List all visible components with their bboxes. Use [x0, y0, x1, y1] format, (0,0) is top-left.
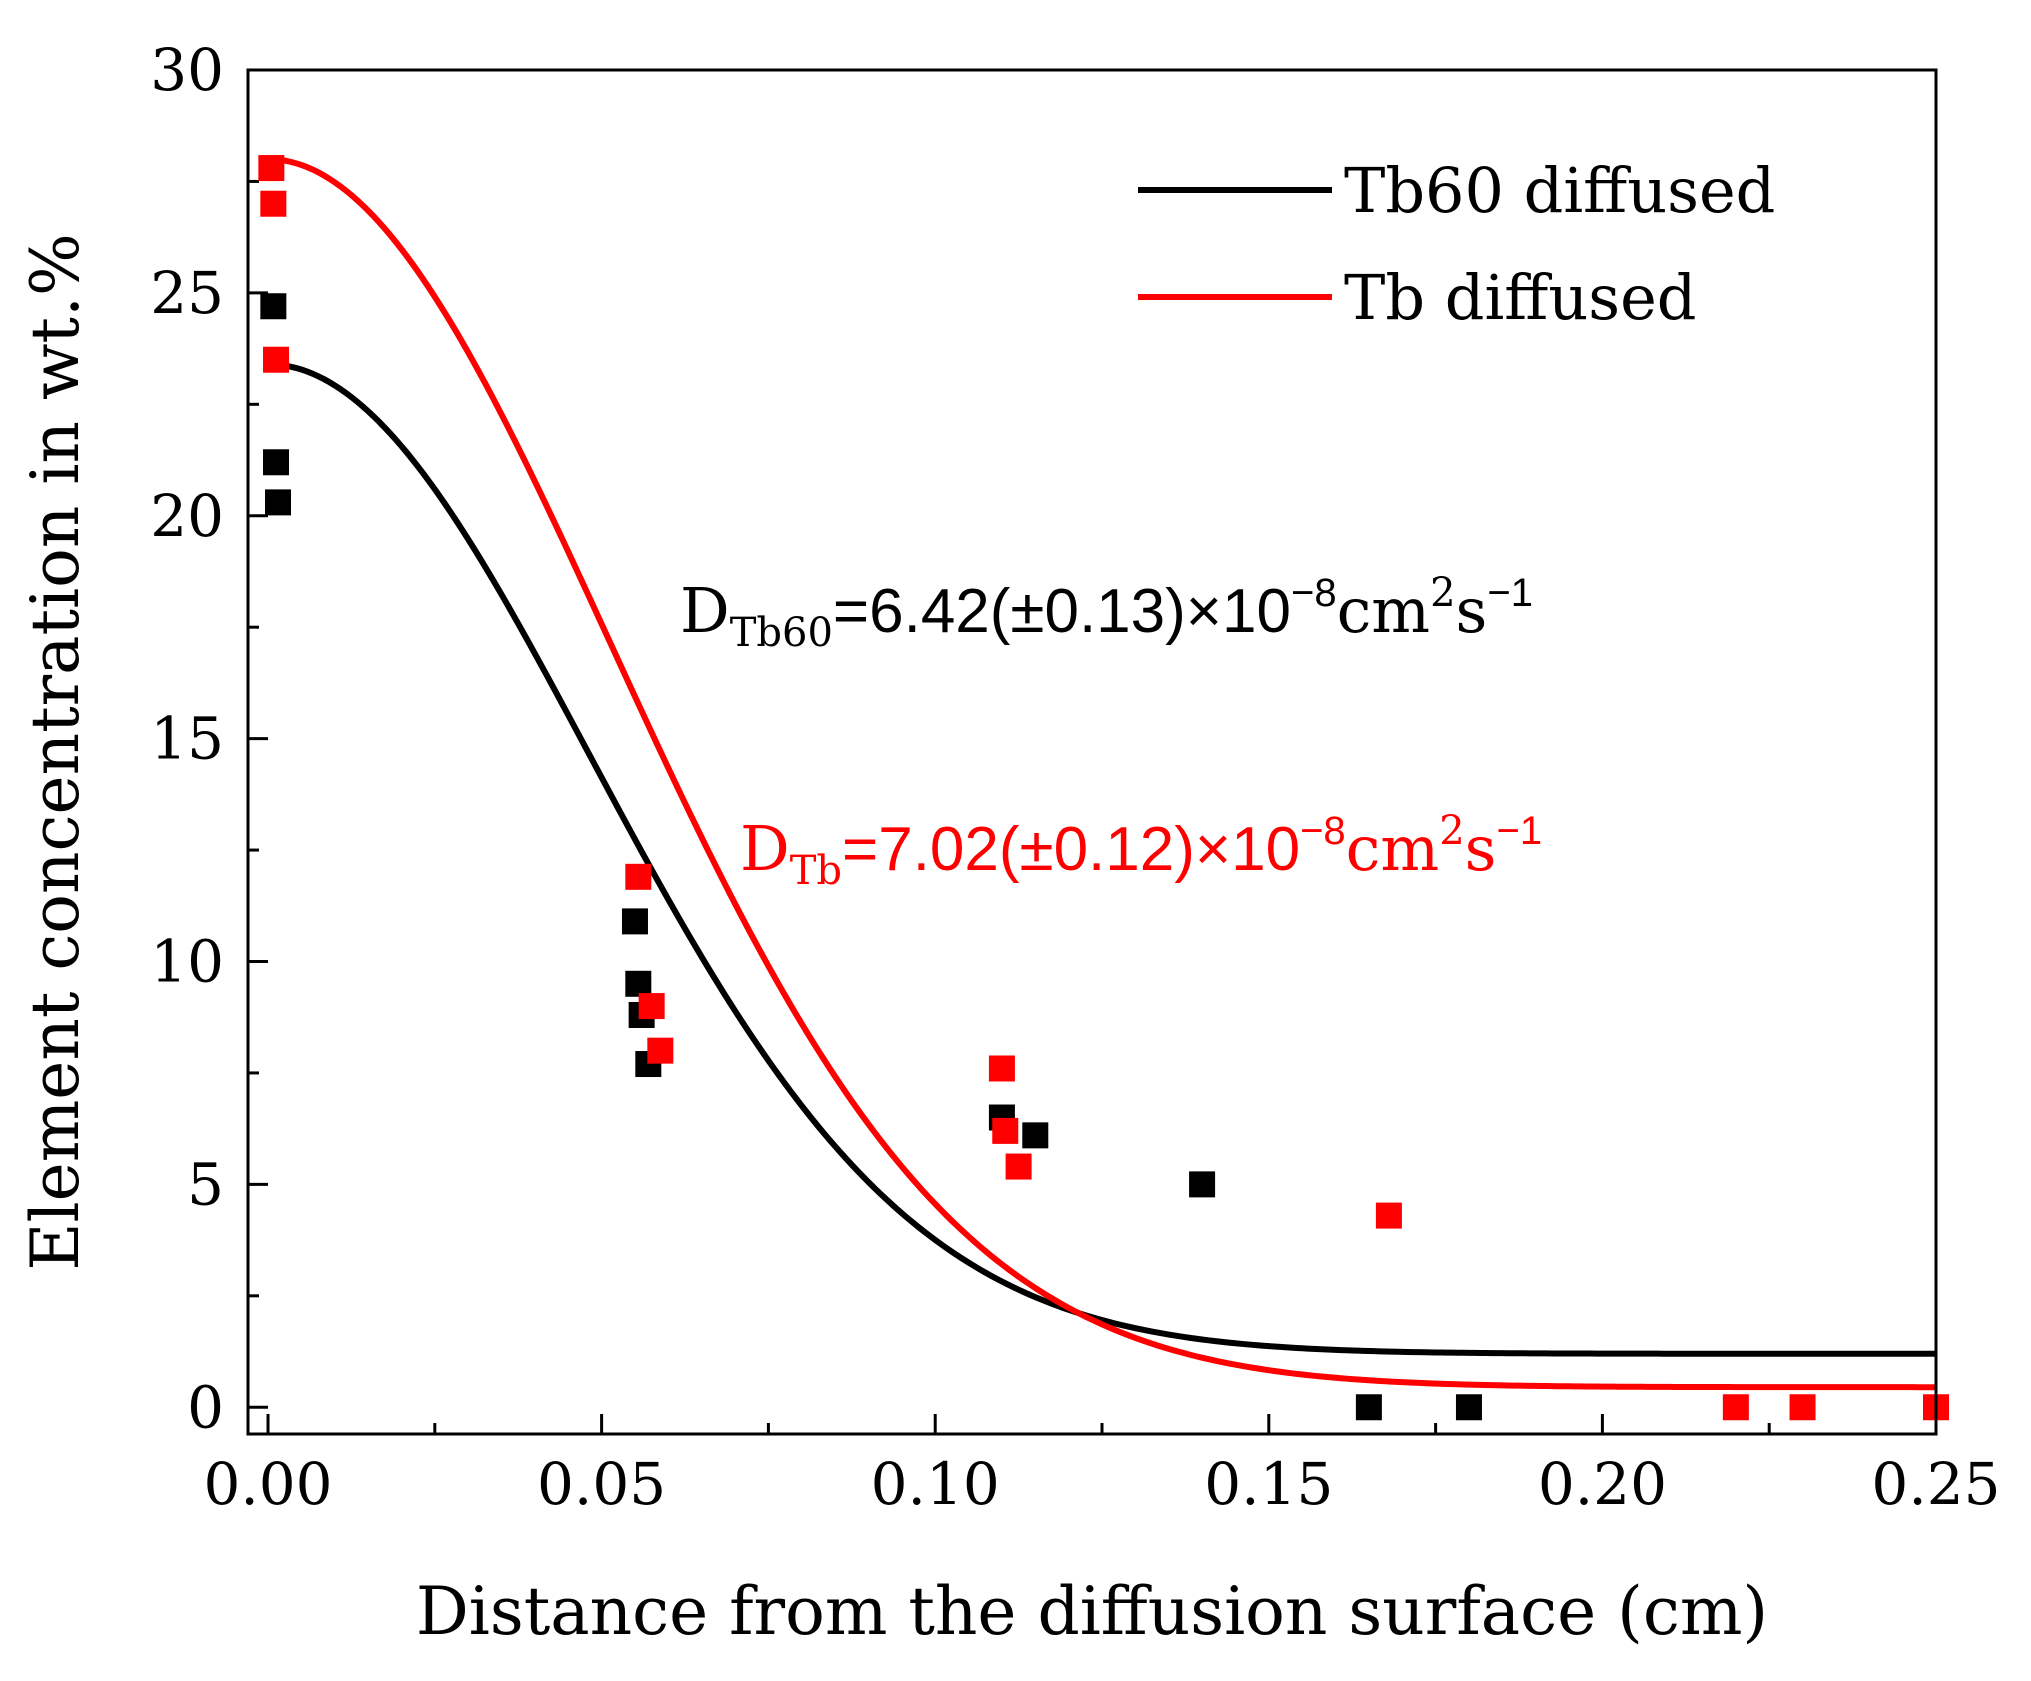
data-point-tb: [1789, 1394, 1816, 1421]
annotation-d-tb60-unit-exp2: −1: [1487, 571, 1533, 615]
annotation-d-tb-base: D: [740, 812, 790, 885]
data-point-tb: [625, 863, 652, 890]
data-point-tb60: [263, 449, 290, 476]
annotation-d-tb-unit1: cm: [1346, 812, 1440, 885]
fit-curves: [267, 156, 1936, 1391]
y-tick-label: 25: [150, 259, 224, 327]
data-point-tb: [260, 190, 287, 217]
y-tick-label: 10: [150, 928, 224, 996]
data-point-tb: [258, 155, 285, 182]
fit-curve-tb: [267, 156, 1936, 1391]
annotation-d-tb60-unit2: s: [1456, 574, 1488, 647]
data-point-tb: [638, 993, 665, 1020]
x-tick-label: 0.10: [871, 1450, 1000, 1518]
annotation-d-tb60-value: =6.42(±0.13)×10: [833, 577, 1291, 646]
y-axis-label: Element concentration in wt.%: [17, 233, 94, 1270]
legend-label-tb60: Tb60 diffused: [1344, 154, 1775, 227]
annotation-d-tb60-unit-exp1: 2: [1430, 570, 1455, 616]
y-tick-label: 15: [150, 705, 224, 773]
data-point-tb60: [1455, 1394, 1482, 1421]
plot-frame: [246, 68, 1938, 1436]
fit-curve-tb60: [267, 361, 1936, 1357]
annotation-d-tb-value: =7.02(±0.12)×10: [842, 815, 1300, 884]
annotation-d-tb60-base: D: [680, 574, 730, 647]
annotation-d-tb-exp: −8: [1300, 809, 1346, 853]
data-point-tb: [1375, 1202, 1402, 1229]
tick-labels: 0.00 0.05 0.10 0.15 0.20 0.25 0 5 10 15 20 25 30: [150, 36, 2000, 1518]
data-point-tb60: [265, 489, 292, 516]
annotation-d-tb60: DTb60=6.42(±0.13)×10−8cm2s−1: [680, 570, 1533, 656]
annotation-d-tb-unit-exp1: 2: [1439, 808, 1464, 854]
data-point-tb60: [1355, 1394, 1382, 1421]
annotation-d-tb-unit-exp2: −1: [1496, 809, 1542, 853]
x-tick-label: 0.25: [1871, 1450, 2000, 1518]
data-point-tb: [1005, 1153, 1032, 1180]
data-point-tb60: [621, 908, 648, 935]
annotation-d-tb60-unit1: cm: [1337, 574, 1431, 647]
legend-label-tb: Tb diffused: [1344, 261, 1696, 334]
data-point-tb60: [625, 970, 652, 997]
annotation-d-tb: DTb=7.02(±0.12)×10−8cm2s−1: [740, 808, 1542, 894]
data-point-tb: [263, 346, 290, 373]
annotation-d-tb60-exp: −8: [1291, 571, 1337, 615]
x-tick-label: 0.05: [537, 1450, 666, 1518]
x-tick-label: 0.20: [1538, 1450, 1667, 1518]
annotation-d-tb-sub: Tb: [790, 848, 842, 894]
x-tick-label: 0.00: [203, 1450, 332, 1518]
data-point-tb60: [260, 293, 287, 320]
data-point-tb: [647, 1037, 674, 1064]
data-point-tb60: [1189, 1171, 1216, 1198]
data-point-tb: [992, 1117, 1019, 1144]
y-tick-label: 0: [187, 1373, 224, 1441]
x-tick-label: 0.15: [1204, 1450, 1333, 1518]
data-point-tb: [1722, 1394, 1749, 1421]
x-axis-label: Distance from the diffusion surface (cm): [416, 1573, 1768, 1650]
legend: Tb60 diffused Tb diffused: [1138, 154, 1775, 334]
y-tick-label: 5: [187, 1150, 224, 1218]
data-point-tb60: [1022, 1122, 1049, 1149]
y-tick-label: 30: [150, 36, 224, 104]
data-point-tb: [988, 1055, 1015, 1082]
annotation-d-tb60-sub: Tb60: [730, 610, 833, 656]
y-tick-label: 20: [150, 482, 224, 550]
data-points: [258, 155, 1949, 1421]
annotation-d-tb-unit2: s: [1465, 812, 1497, 885]
